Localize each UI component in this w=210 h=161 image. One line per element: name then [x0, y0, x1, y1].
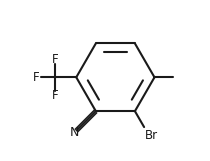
Text: F: F [33, 71, 40, 84]
Text: Br: Br [145, 129, 158, 142]
Text: F: F [51, 53, 58, 66]
Text: F: F [51, 89, 58, 102]
Text: N: N [70, 126, 79, 139]
